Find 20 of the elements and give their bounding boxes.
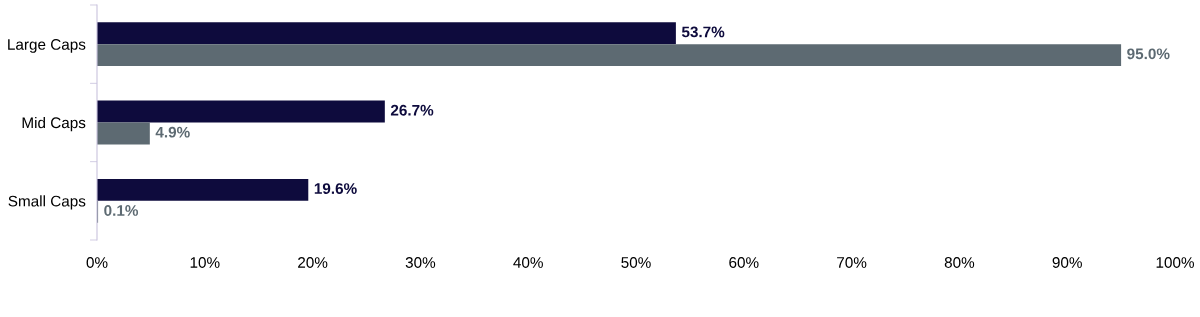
- data-label: 19.6%: [314, 183, 357, 194]
- x-tick-label: 90%: [1052, 257, 1082, 268]
- y-tick-label: Mid Caps: [22, 116, 86, 132]
- data-label: 26.7%: [390, 104, 434, 116]
- x-tick-label: 30%: [405, 257, 436, 268]
- x-tick-label: 0%: [86, 257, 108, 268]
- data-label: 0.1%: [104, 205, 139, 216]
- x-tick-label: 100%: [1156, 257, 1194, 268]
- x-tick-label: 50%: [621, 257, 651, 268]
- x-tick-label: 60%: [729, 257, 759, 268]
- data-label: 4.9%: [155, 126, 190, 138]
- x-tick-label: 80%: [944, 257, 975, 268]
- x-tick-label: 40%: [513, 257, 543, 268]
- y-tick-label: Small Caps: [8, 195, 86, 210]
- data-label: 53.7%: [681, 26, 725, 38]
- x-tick-label: 20%: [298, 257, 328, 268]
- data-label: 95.0%: [1127, 48, 1170, 60]
- x-tick-label: 70%: [837, 257, 867, 268]
- y-tick-label: Large Caps: [8, 39, 86, 53]
- x-tick-label: 10%: [190, 257, 220, 268]
